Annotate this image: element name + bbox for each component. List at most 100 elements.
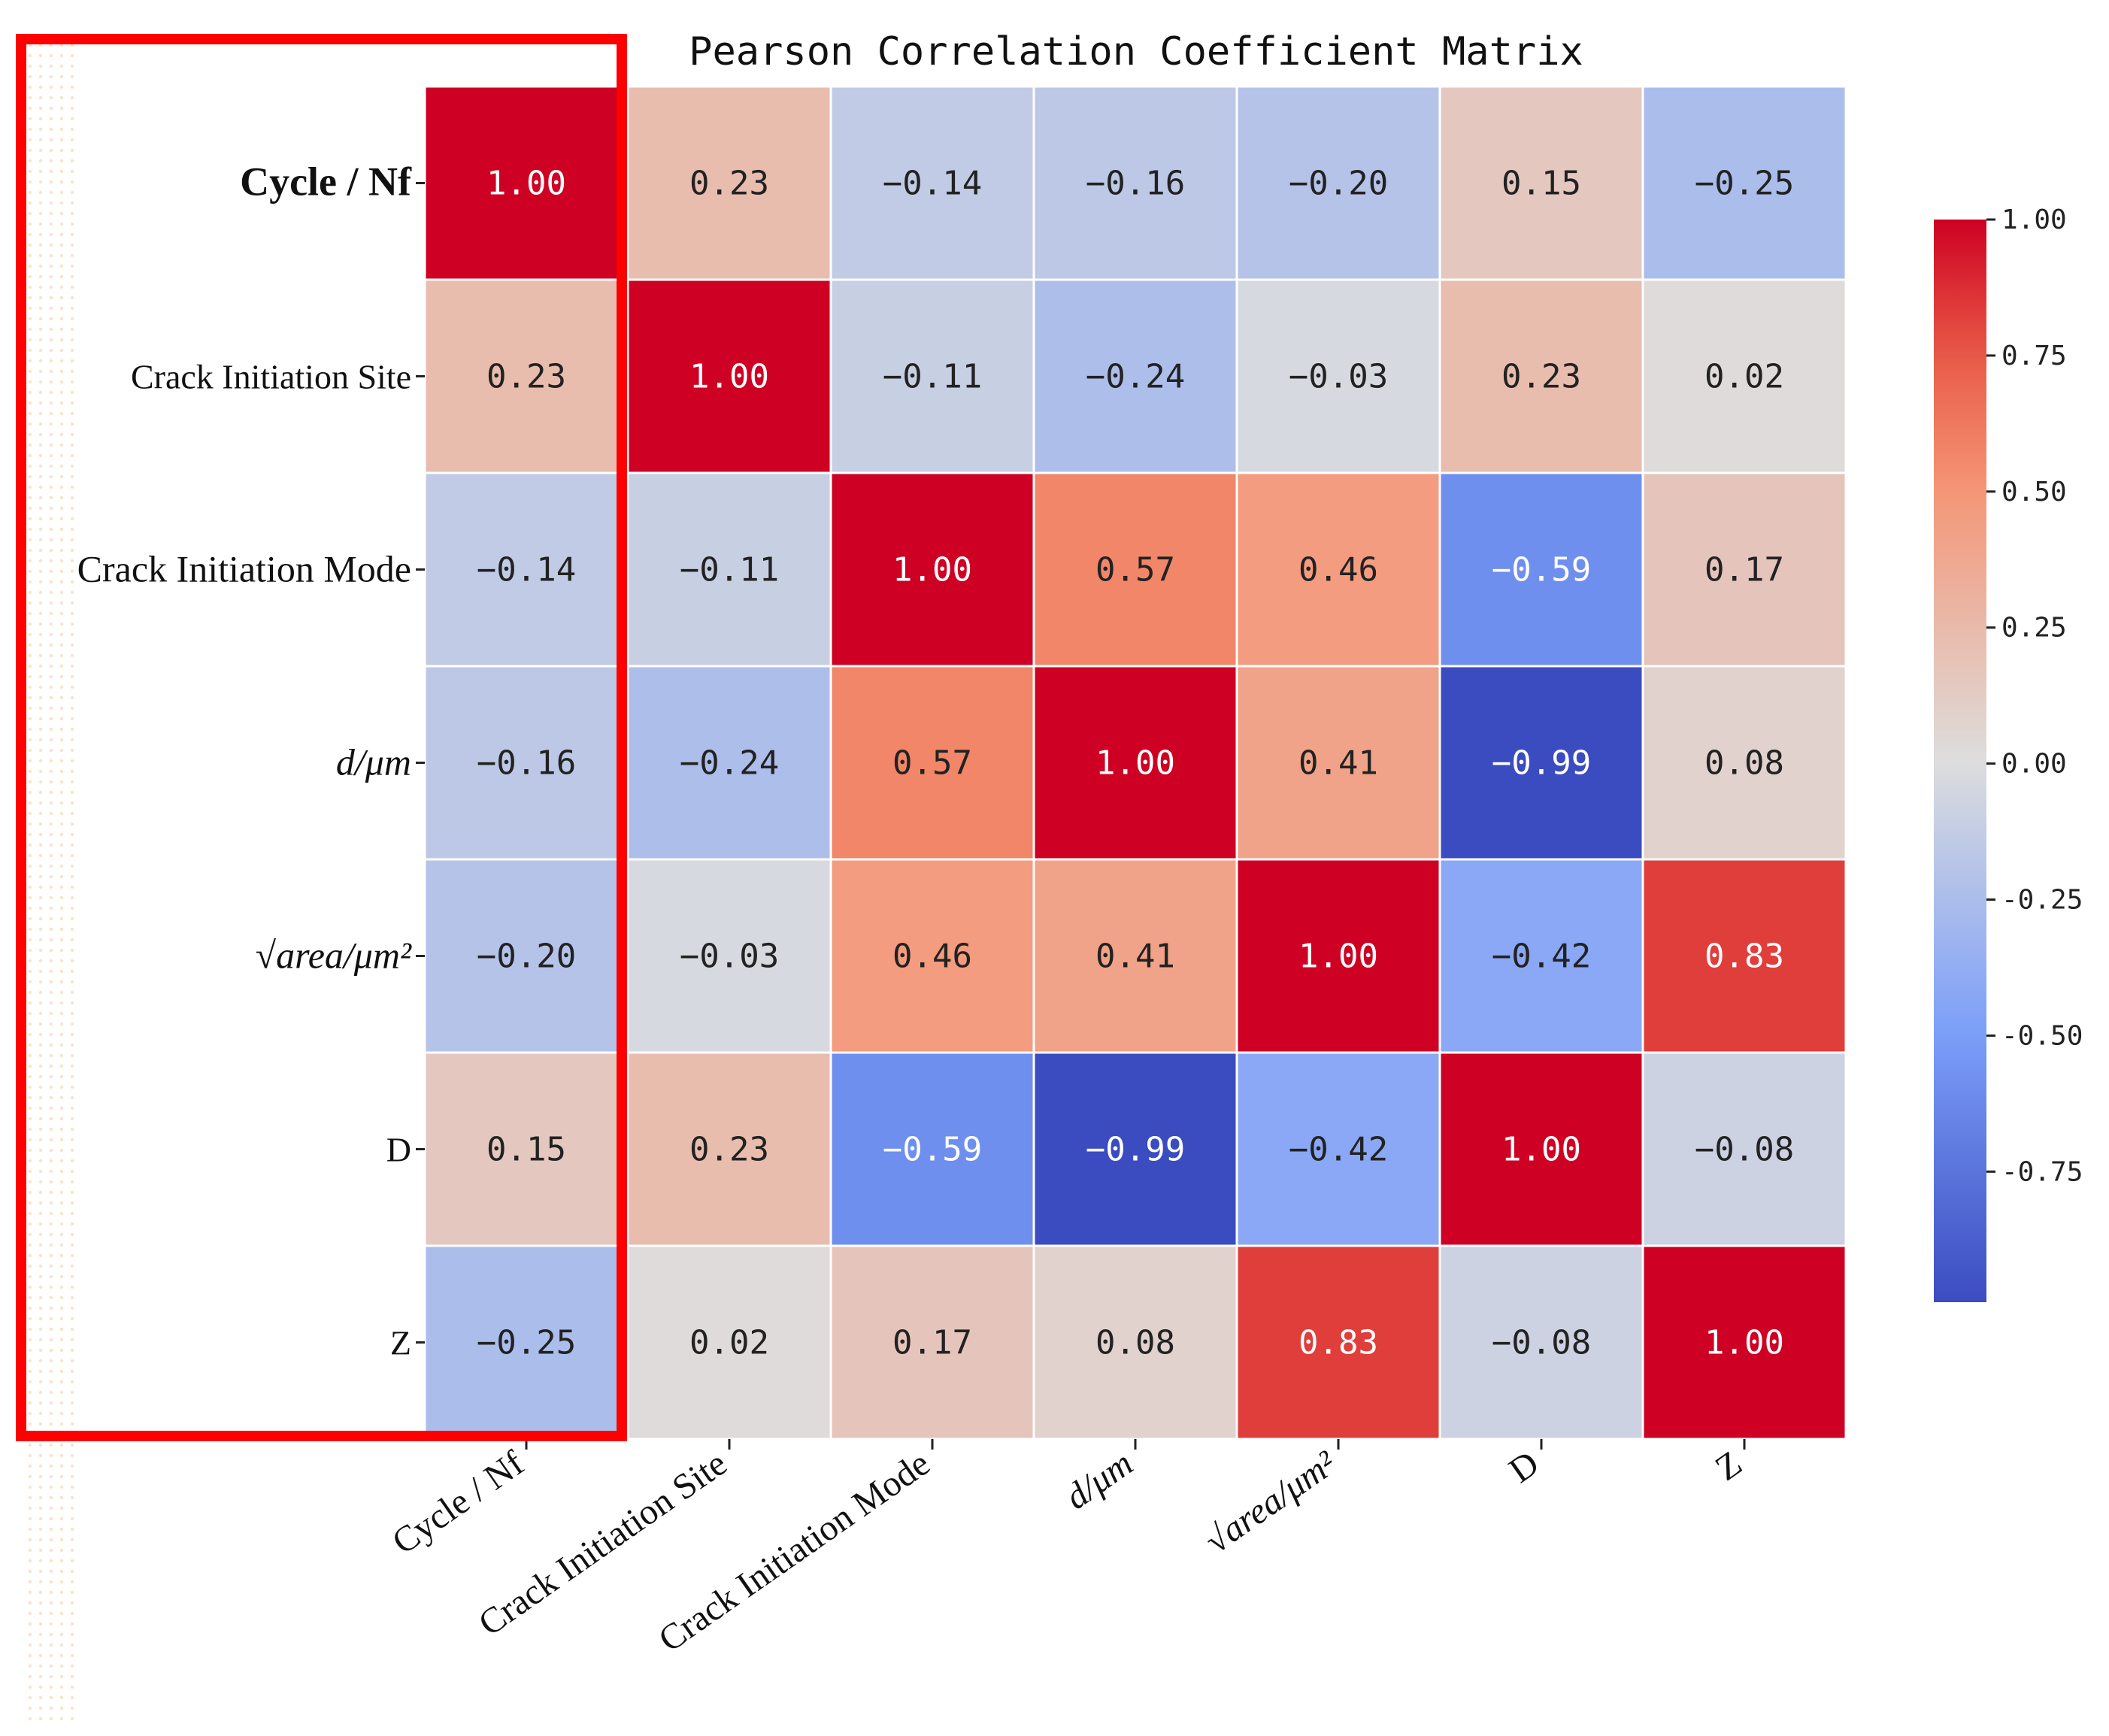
margin-dot [28, 611, 32, 616]
cell-value-label: −0.14 [883, 165, 982, 203]
margin-dot [38, 1001, 43, 1005]
margin-dot [70, 1011, 74, 1016]
margin-dot [59, 717, 64, 721]
margin-dot [38, 1274, 43, 1279]
heatmap-cell [626, 471, 832, 668]
margin-dot [38, 74, 43, 79]
margin-dot [59, 874, 64, 879]
margin-dot [38, 211, 43, 216]
cell-value-label: −0.08 [1695, 1131, 1794, 1169]
margin-dot [70, 748, 74, 753]
margin-dot [38, 1338, 43, 1342]
margin-dot [70, 738, 74, 742]
cell-value-label: 1.00 [1298, 938, 1378, 976]
margin-dot [49, 285, 53, 289]
margin-dot [70, 274, 74, 279]
margin-dot [38, 1411, 43, 1416]
margin-dot [70, 517, 74, 521]
margin-dot [28, 748, 32, 753]
margin-dot [38, 895, 43, 900]
margin-dot [38, 717, 43, 721]
margin-dot [49, 1674, 53, 1679]
margin-dot [59, 1022, 64, 1026]
margin-dot [38, 359, 43, 363]
margin-dot [70, 1001, 74, 1005]
margin-dot [49, 1106, 53, 1110]
margin-dot [38, 348, 43, 353]
margin-dot [38, 864, 43, 868]
margin-dot [28, 601, 32, 605]
margin-dot [49, 338, 53, 342]
margin-dot [59, 1685, 64, 1689]
margin-dot [28, 527, 32, 532]
margin-dot [28, 1380, 32, 1384]
margin-dot [28, 1348, 32, 1353]
margin-dot [38, 969, 43, 974]
margin-dot [38, 1095, 43, 1100]
margin-dot [38, 159, 43, 163]
margin-dot [70, 85, 74, 89]
margin-dot [49, 1538, 53, 1542]
margin-dot [59, 1138, 64, 1142]
margin-dot [38, 674, 43, 679]
cell-value-label: 0.08 [1704, 744, 1784, 783]
margin-dot [49, 559, 53, 563]
margin-dot [38, 822, 43, 826]
margin-dot [28, 295, 32, 300]
margin-dot [70, 1243, 74, 1247]
margin-dot [59, 853, 64, 858]
margin-dot [59, 927, 64, 932]
margin-dot [49, 1264, 53, 1268]
margin-dot [59, 738, 64, 742]
heatmap-cell [1032, 858, 1238, 1054]
cell-value-label: −0.14 [477, 551, 576, 589]
margin-dot [49, 1664, 53, 1668]
margin-dot [49, 1611, 53, 1616]
margin-dot [49, 1506, 53, 1510]
margin-dot [70, 1401, 74, 1405]
margin-dot [59, 1674, 64, 1679]
margin-dot [28, 538, 32, 542]
margin-dot [38, 843, 43, 847]
margin-dot [49, 643, 53, 647]
margin-dot [28, 1453, 32, 1458]
margin-dot [49, 980, 53, 984]
margin-dot [70, 1706, 74, 1710]
margin-dot [59, 1285, 64, 1289]
margin-dot [28, 127, 32, 132]
cell-value-label: 0.41 [1095, 938, 1175, 976]
margin-dot [70, 1695, 74, 1700]
margin-dot [70, 1327, 74, 1332]
margin-dot [28, 1716, 32, 1721]
margin-dot [70, 1474, 74, 1479]
margin-dot [59, 369, 64, 374]
margin-dot [38, 906, 43, 910]
margin-dot [59, 380, 64, 384]
margin-dot [38, 1053, 43, 1058]
cell-value-label: −0.24 [1086, 358, 1185, 396]
margin-dot [28, 1516, 32, 1521]
margin-dot [49, 327, 53, 332]
margin-dot [38, 853, 43, 858]
cell-value-label: 0.23 [1501, 358, 1581, 396]
margin-dot [59, 1074, 64, 1079]
margin-dot [38, 1443, 43, 1447]
margin-dot [49, 1338, 53, 1342]
margin-dot [59, 801, 64, 805]
margin-dot [70, 64, 74, 68]
margin-dot [70, 411, 74, 416]
margin-dot [49, 548, 53, 553]
margin-dot [49, 1390, 53, 1395]
margin-dot [28, 1095, 32, 1100]
margin-dot [49, 885, 53, 889]
margin-dot [70, 1222, 74, 1226]
margin-dot [28, 253, 32, 258]
colorbar-tick-label: 0.00 [2001, 749, 2067, 780]
margin-dot [28, 1316, 32, 1321]
margin-dot [38, 1485, 43, 1489]
margin-dot [59, 306, 64, 311]
margin-dot [49, 148, 53, 153]
cell-value-label: 0.46 [892, 938, 972, 976]
margin-dot [59, 1611, 64, 1616]
